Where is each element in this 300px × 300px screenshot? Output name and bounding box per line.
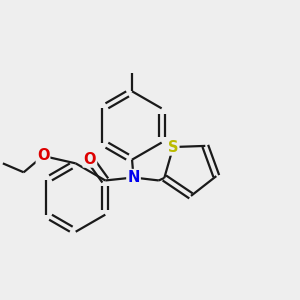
Text: N: N (127, 170, 140, 185)
Text: O: O (84, 152, 96, 166)
Text: S: S (168, 140, 178, 154)
Text: O: O (37, 148, 49, 164)
